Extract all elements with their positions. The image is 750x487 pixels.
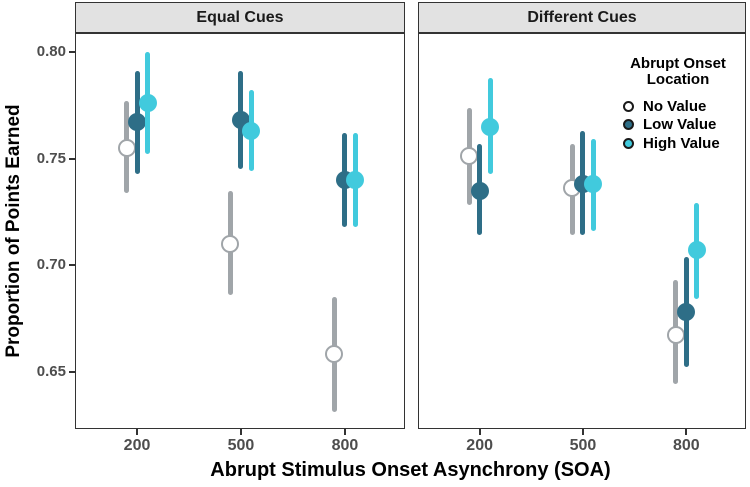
data-point-no-value <box>221 234 240 253</box>
data-point-no-value <box>117 138 136 157</box>
legend-item-no-value: No Value <box>592 97 750 116</box>
x-tick-label: 500 <box>227 437 255 454</box>
data-point-high-value <box>584 175 603 194</box>
legend-label-low-value: Low Value <box>643 116 717 134</box>
legend-title-line2: Location <box>646 71 710 88</box>
data-point-no-value <box>666 326 685 345</box>
data-point-no-value <box>325 345 344 364</box>
data-point-low-value <box>470 181 489 200</box>
data-point-high-value <box>346 170 365 189</box>
y-tick-label: 0.70 <box>36 256 66 274</box>
x-tick-mark <box>239 429 242 435</box>
y-tick-label: 0.65 <box>36 362 66 380</box>
legend-title: Abrupt Onset Location <box>592 56 750 88</box>
legend-label-no-value: No Value <box>643 97 707 115</box>
x-tick-mark <box>478 429 481 435</box>
y-tick-mark <box>69 264 75 267</box>
x-tick-mark <box>136 429 139 435</box>
legend-label-high-value: High Value <box>643 134 720 152</box>
y-axis-title: Proportion of Points Earned <box>3 104 24 358</box>
filled-circle-cyan-icon <box>623 137 634 149</box>
x-tick-label: 800 <box>331 437 359 454</box>
facet-strip-label: Equal Cues <box>75 2 405 33</box>
facet-strip-label: Different Cues <box>418 2 746 33</box>
data-point-high-value <box>242 121 261 140</box>
legend-item-high-value: High Value <box>592 134 750 153</box>
open-circle-icon <box>623 100 634 112</box>
x-tick-label: 200 <box>123 437 151 454</box>
legend: Abrupt Onset Location No Value Low Value… <box>592 56 750 153</box>
data-point-high-value <box>481 117 500 136</box>
legend-items: No Value Low Value High Value <box>592 97 750 153</box>
filled-circle-dark-teal-icon <box>623 119 634 131</box>
x-tick-mark <box>581 429 584 435</box>
data-point-low-value <box>677 302 696 321</box>
y-tick-label: 0.75 <box>36 149 66 167</box>
x-tick-label: 800 <box>672 437 700 454</box>
y-tick-label: 0.80 <box>36 43 66 61</box>
x-tick-mark <box>685 429 688 435</box>
x-axis-title: Abrupt Stimulus Onset Asynchrony (SOA) <box>210 459 611 481</box>
data-point-high-value <box>687 241 706 260</box>
legend-item-low-value: Low Value <box>592 116 750 135</box>
x-tick-mark <box>343 429 346 435</box>
legend-title-line1: Abrupt Onset <box>630 55 726 72</box>
y-tick-mark <box>69 51 75 54</box>
x-tick-label: 500 <box>569 437 597 454</box>
x-tick-label: 200 <box>466 437 493 454</box>
data-point-low-value <box>128 113 147 132</box>
data-point-high-value <box>138 94 157 113</box>
y-tick-mark <box>69 157 75 160</box>
y-tick-mark <box>69 370 75 373</box>
